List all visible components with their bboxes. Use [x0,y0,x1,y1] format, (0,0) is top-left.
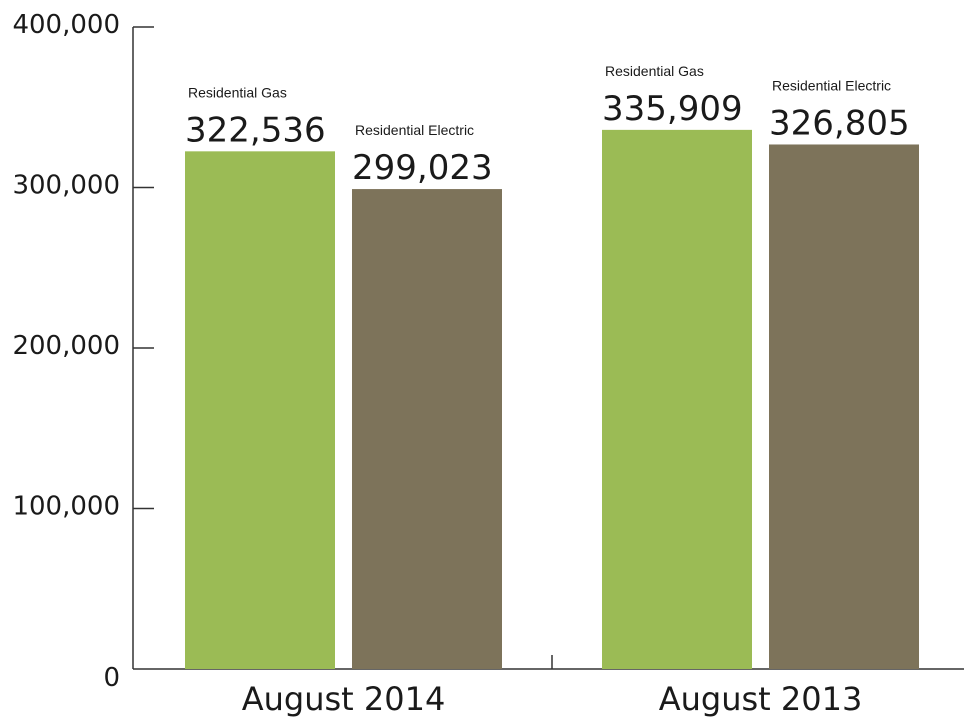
bar-value-label: 299,023 [352,148,493,188]
y-tick-label: 300,000 [12,171,120,201]
bar-series-label: Residential Electric [772,77,891,93]
y-tick-label: 400,000 [12,10,120,40]
bar-series-label: Residential Gas [188,84,287,100]
bar-value-label: 322,536 [185,110,326,150]
x-category-label: August 2014 [242,680,446,718]
y-tick-label: 0 [103,663,120,693]
y-tick-label: 100,000 [12,492,120,522]
bars [185,129,919,670]
bar-series-label: Residential Electric [355,122,474,138]
labels: August 2014 322,536 Residential Gas 299,023… [185,63,910,718]
bar-residential-electric [769,144,919,670]
axes: 0 100,000 200,000 300,000 400,000 [12,10,964,693]
y-tick-label: 200,000 [12,331,120,361]
bar-residential-gas [602,129,752,669]
bar-value-label: 335,909 [602,89,743,129]
x-category-label: August 2013 [659,680,863,718]
bar-residential-electric [352,189,502,669]
bar-residential-gas [185,151,335,670]
bar-series-label: Residential Gas [605,63,704,79]
bar-value-label: 326,805 [769,103,910,143]
